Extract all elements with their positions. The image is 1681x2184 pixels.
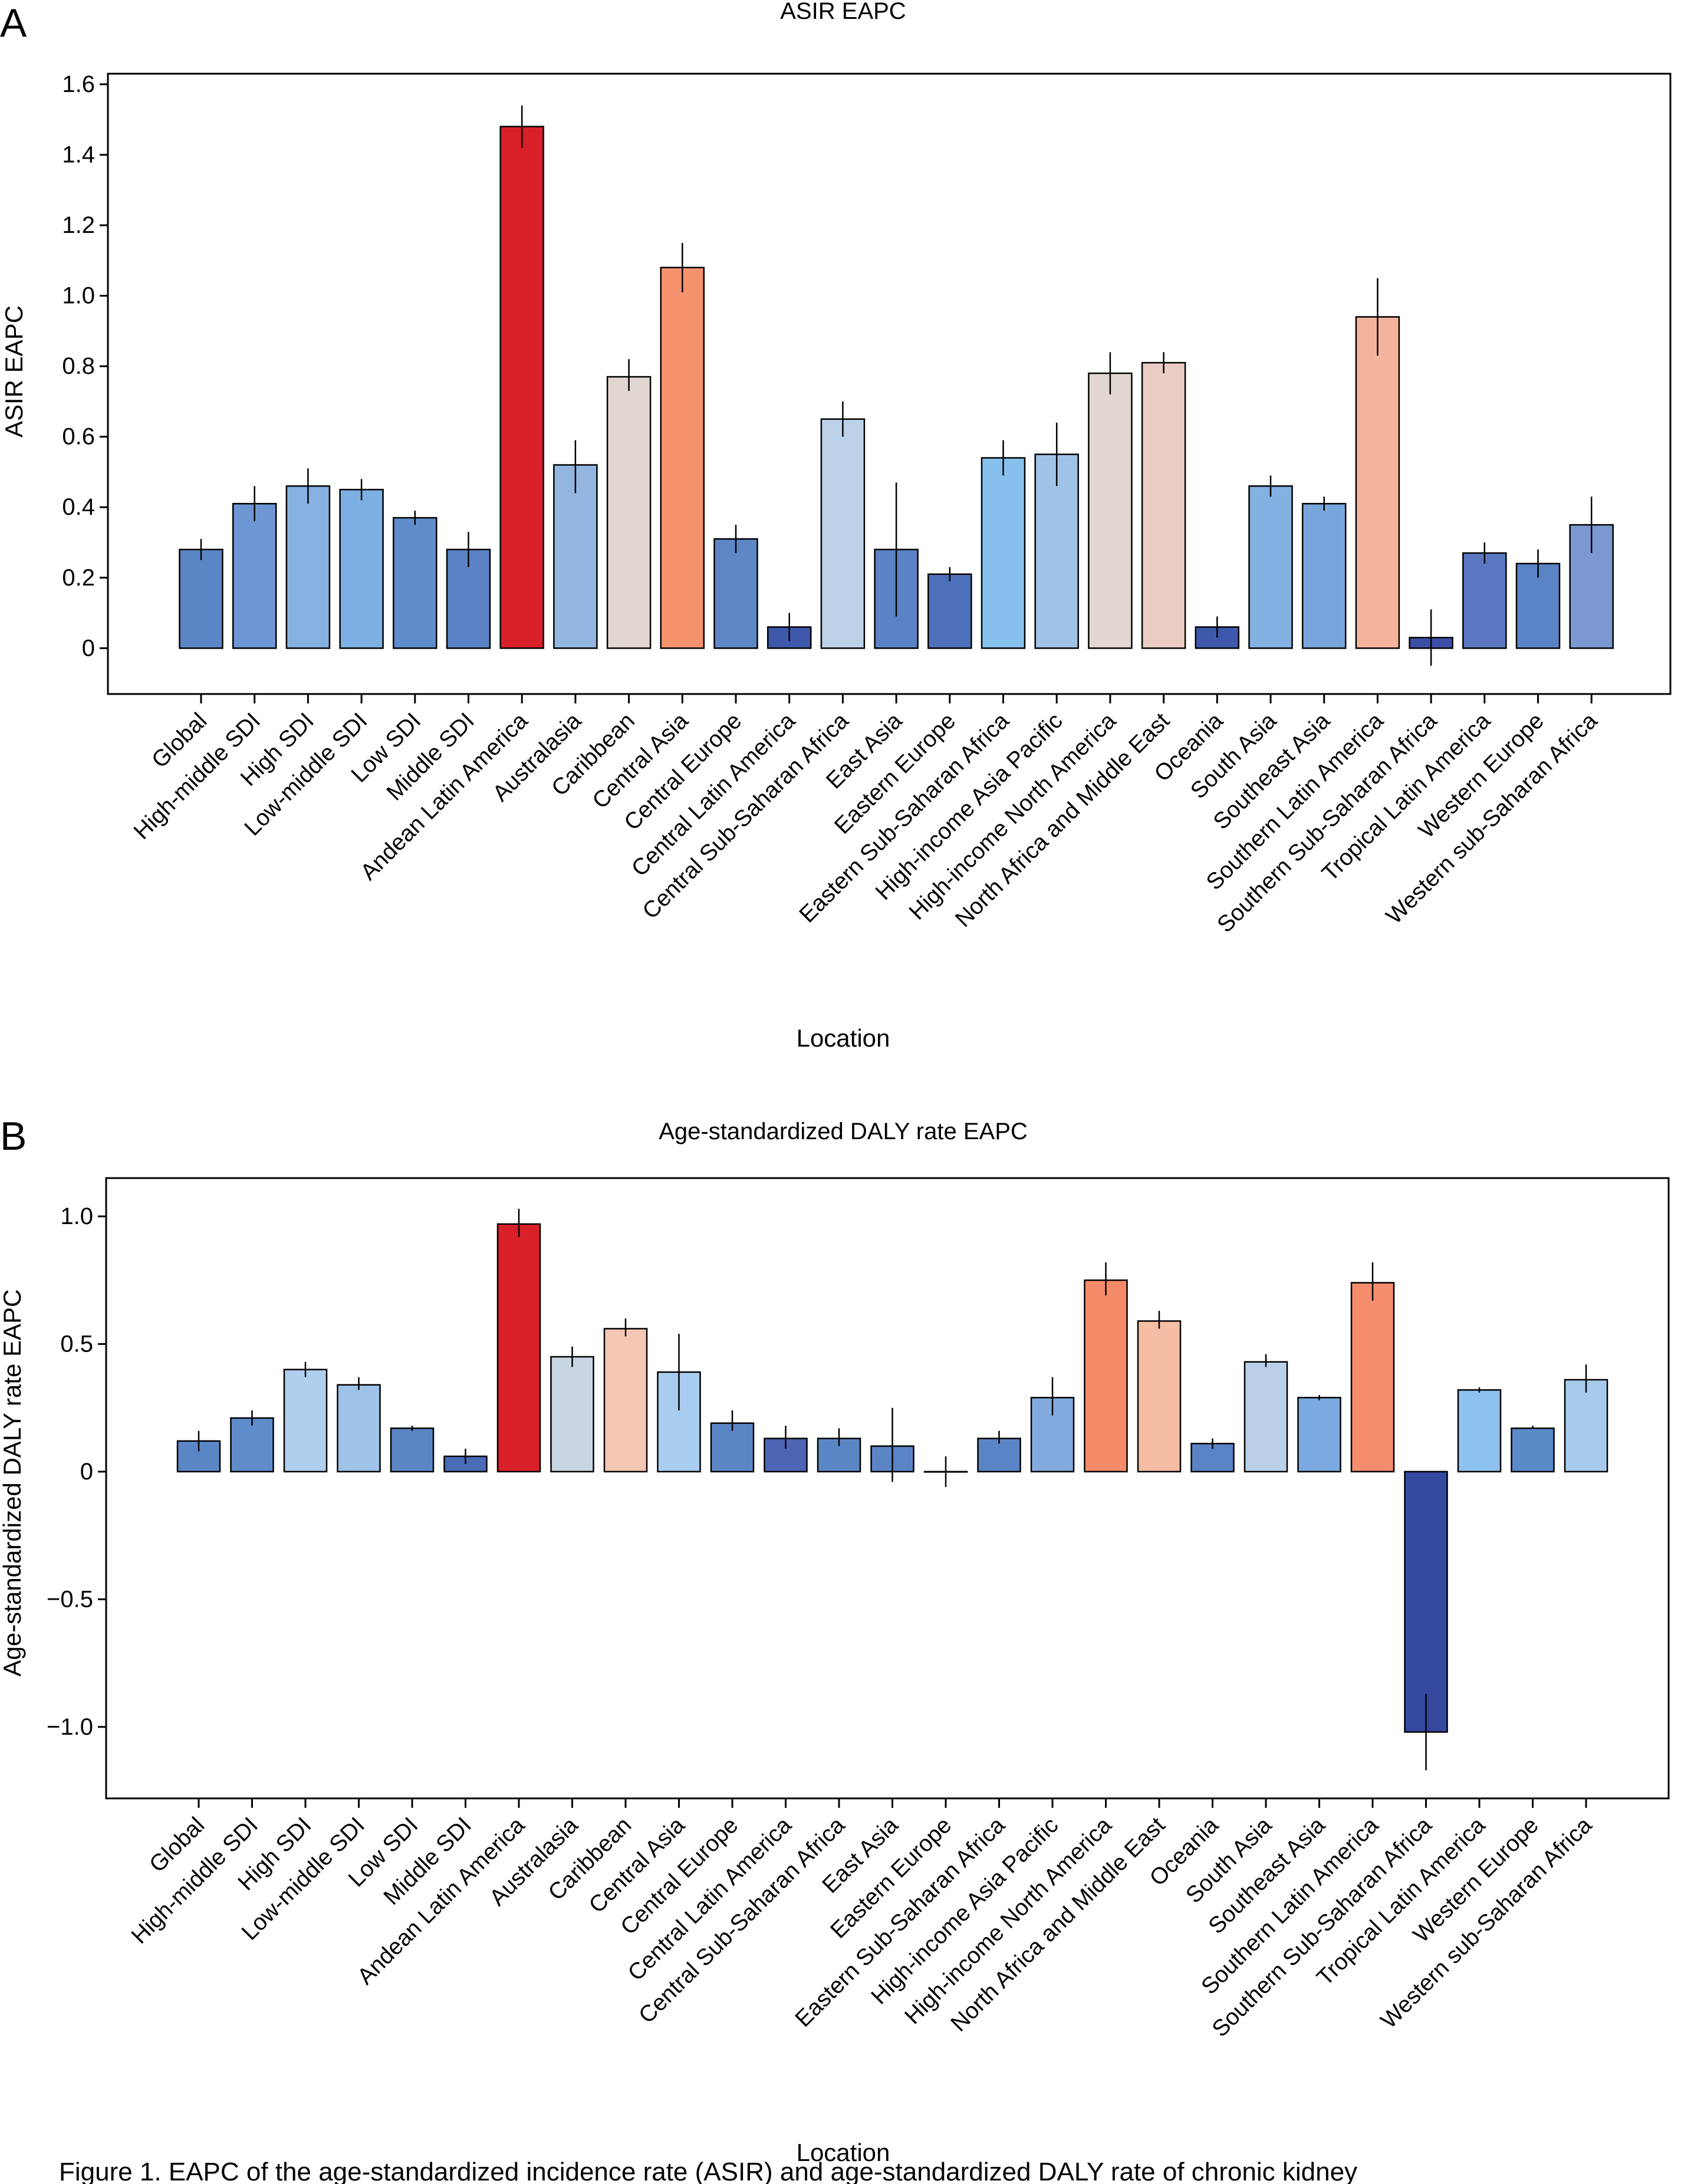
bar-global [179,548,223,649]
y-tick-label: 0.8 [62,353,95,379]
y-tick-label: 1.4 [62,142,95,167]
panel-b-x-axis-title: Location [797,2139,890,2166]
bar-southern-latin-america [1350,1282,1395,1473]
bar-high-income-north-america [1088,372,1133,649]
bar-tropical-latin-america [1457,1389,1502,1473]
panel-b-plot-frame [105,1177,1670,1800]
bar-western-sub-saharan-africa [1564,1379,1608,1473]
y-tick-label: 1.0 [62,283,95,309]
panel-a: A ASIR EAPC ASIR EAPC Location 0 0.2 0.4 0.… [0,0,1672,1052]
bar-central-sub-saharan-africa [820,418,866,649]
bar-australasia [553,464,598,649]
panel-a-x-axis-title: Location [797,1024,890,1052]
bar-eastern-sub-saharan-africa [981,457,1026,649]
panel-b-y-ticks: −1.0 −0.5 0 0.5 1.0 [47,1203,106,1740]
bar-low-middle-sdi [339,489,384,649]
panel-a-y-ticks: 0 0.2 0.4 0.6 0.8 1.0 1.2 1.4 1.6 [62,71,108,661]
bar-low-sdi [390,1428,435,1473]
panel-b: B Age-standardized DALY rate EAPC Age-st… [0,1114,1670,2166]
bar-southern-latin-america [1355,316,1400,649]
panel-b-bars [176,1208,1608,1771]
bar-low-middle-sdi [337,1384,381,1473]
panel-a-y-axis-title: ASIR EAPC [0,305,28,438]
y-tick-label: 0 [80,1459,93,1485]
bar-andean-latin-america [496,1223,541,1473]
bar-southern-sub-saharan-africa [1404,1471,1448,1733]
y-tick-label: 0.6 [62,424,95,450]
panel-a-bars [179,105,1614,666]
bar-south-asia [1248,485,1293,649]
bar-north-africa-and-middle-east [1141,361,1186,649]
figure-caption: Figure 1. EAPC of the age-standardized i… [59,2157,1357,2184]
bar-north-africa-and-middle-east [1137,1320,1182,1473]
bar-high-sdi [283,1369,328,1473]
bar-caribbean [606,376,652,649]
bar-southeast-asia [1301,502,1347,649]
bar-high-income-asia-pacific [1034,453,1079,649]
bar-low-sdi [393,517,437,649]
panel-b-title: Age-standardized DALY rate EAPC [659,1119,1028,1144]
y-tick-label: 1.0 [60,1203,93,1229]
bar-central-europe [710,1422,755,1473]
bar-central-europe [713,538,758,649]
bar-tropical-latin-america [1462,552,1507,649]
y-tick-label: 0.4 [62,494,95,520]
bar-southeast-asia [1297,1397,1341,1473]
bar-australasia [550,1356,594,1473]
bar-south-asia [1244,1361,1288,1473]
y-tick-label: 1.6 [62,71,95,97]
y-tick-label: 0.2 [62,565,95,591]
panel-a-label: A [0,1,27,45]
bar-caribbean [603,1328,648,1473]
bar-high-middle-sdi [230,1417,274,1473]
y-tick-label: 0 [82,635,95,661]
bar-western-europe [1511,1428,1555,1473]
y-tick-label: 0.5 [60,1331,93,1357]
bar-eastern-europe [927,573,972,649]
panel-b-label: B [0,1114,27,1159]
panel-a-plot-frame [107,73,1672,695]
panel-b-y-axis-title: Age-standardized DALY rate EAPC [0,1290,26,1677]
y-tick-label: −1.0 [47,1714,93,1740]
y-tick-label: 1.2 [62,212,95,238]
bar-high-middle-sdi [232,502,277,649]
bar-eastern-sub-saharan-africa [977,1438,1021,1473]
bar-high-income-north-america [1084,1279,1128,1473]
bar-high-sdi [285,485,331,649]
y-tick-label: −0.5 [47,1586,93,1612]
panel-a-title: ASIR EAPC [780,0,906,24]
bar-andean-latin-america [499,126,544,649]
bar-central-asia [660,267,705,649]
